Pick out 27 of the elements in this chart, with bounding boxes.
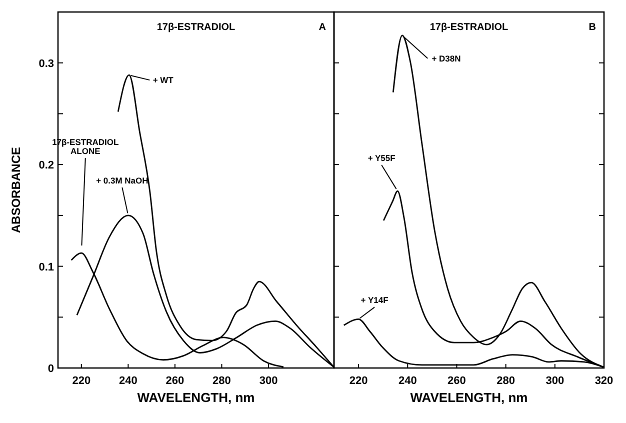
x-tick-label: 220	[349, 375, 368, 387]
annotation: B	[588, 22, 596, 33]
x-tick-label: 300	[259, 375, 278, 387]
x-tick-label: 300	[546, 375, 564, 387]
x-tick-label: 320	[594, 375, 614, 387]
x-tick-label: 240	[398, 375, 417, 387]
x-tick-label: 280	[212, 375, 231, 387]
y-axis-title: ABSORBANCE	[9, 146, 23, 234]
x-tick-label: 220	[72, 375, 91, 387]
y-tick-label: 0	[48, 363, 54, 375]
annotation: A	[318, 22, 326, 33]
x-tick-label: 240	[118, 375, 138, 387]
x-tick-label: 260	[448, 375, 466, 387]
text: + Y55F	[368, 153, 396, 164]
text: + D38N	[432, 53, 461, 64]
x-tick-label: 260	[166, 375, 184, 387]
x-tick-label: 280	[496, 375, 515, 387]
text: + 0.3M NaOH	[96, 175, 148, 186]
x-axis-title: WAVELENGTH, nm	[410, 390, 528, 405]
x-axis-title: WAVELENGTH, nm	[137, 390, 255, 405]
series-label: + Y14F	[360, 295, 388, 306]
y-tick-label: 0.3	[38, 58, 54, 70]
y-tick-label: 0.2	[38, 160, 54, 172]
y-tick-label: 0.1	[38, 261, 54, 274]
text: 17β-ESTRADIOL	[430, 22, 508, 33]
text: 17β-ESTRADIOL	[156, 22, 236, 33]
legend-label: + WT	[152, 75, 174, 86]
